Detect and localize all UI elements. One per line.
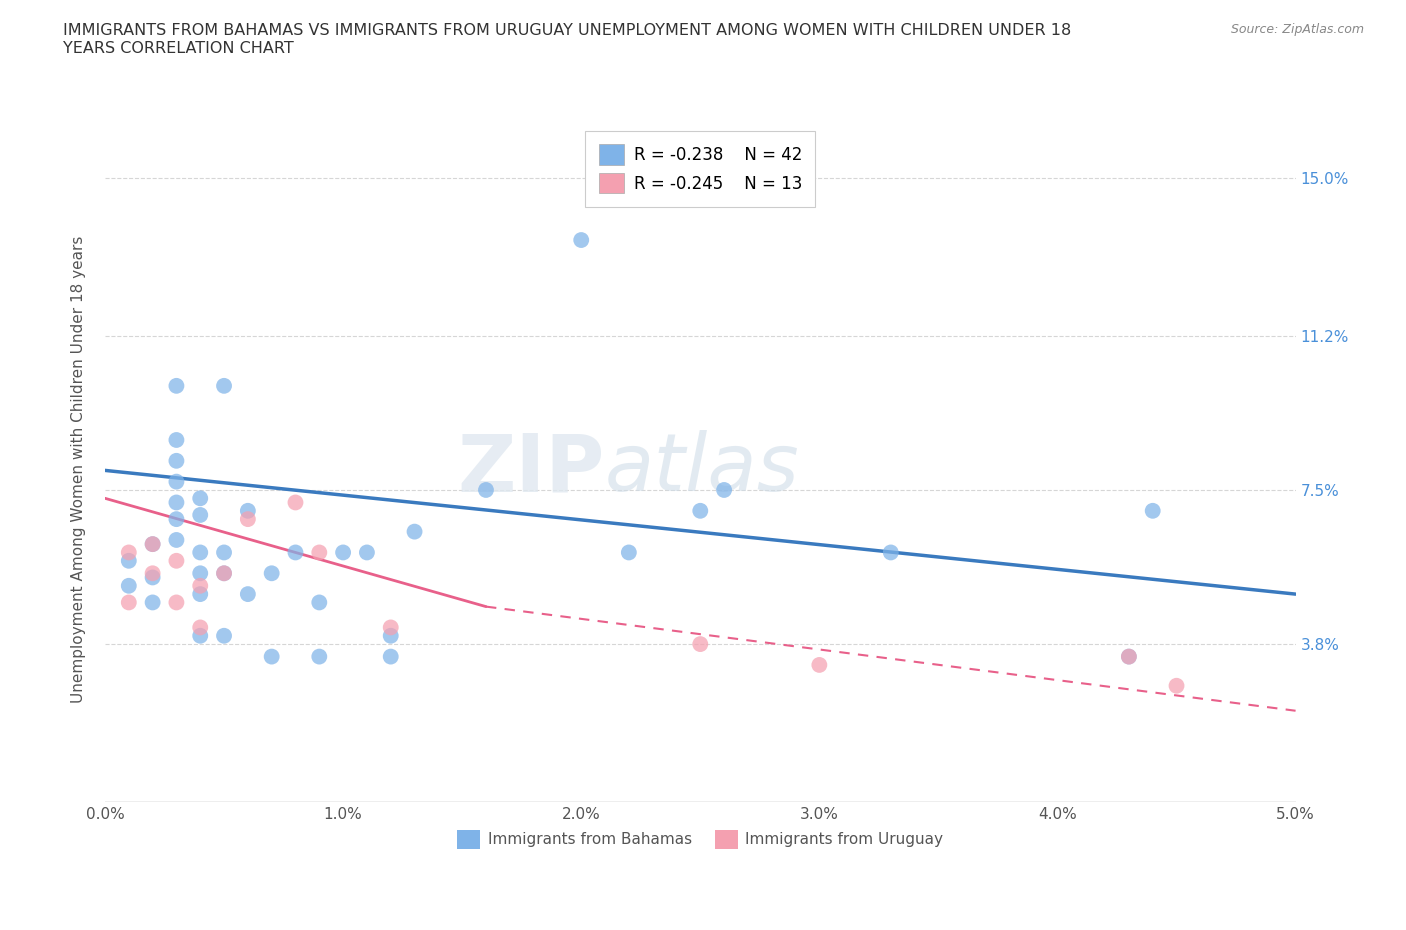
Point — [308, 595, 330, 610]
Point — [617, 545, 640, 560]
Point — [118, 578, 141, 593]
Point — [188, 491, 211, 506]
Point — [1142, 503, 1164, 518]
Point — [284, 545, 307, 560]
Point — [236, 503, 259, 518]
Point — [165, 495, 187, 510]
Point — [188, 587, 211, 602]
Point — [689, 503, 711, 518]
Point — [165, 432, 187, 447]
Point — [165, 533, 187, 548]
Point — [165, 512, 187, 526]
Point — [808, 658, 831, 672]
Point — [308, 545, 330, 560]
Point — [165, 553, 187, 568]
Point — [689, 637, 711, 652]
Point — [188, 629, 211, 644]
Point — [212, 545, 235, 560]
Point — [1118, 649, 1140, 664]
Text: atlas: atlas — [605, 431, 800, 508]
Point — [212, 629, 235, 644]
Y-axis label: Unemployment Among Women with Children Under 18 years: Unemployment Among Women with Children U… — [72, 235, 86, 703]
Point — [118, 545, 141, 560]
Point — [475, 483, 498, 498]
Point — [332, 545, 354, 560]
Text: ZIP: ZIP — [458, 431, 605, 508]
Point — [165, 379, 187, 393]
Point — [236, 512, 259, 526]
Point — [142, 565, 165, 580]
Point — [356, 545, 378, 560]
Point — [284, 495, 307, 510]
Point — [308, 649, 330, 664]
Point — [118, 595, 141, 610]
Point — [142, 570, 165, 585]
Legend: Immigrants from Bahamas, Immigrants from Uruguay: Immigrants from Bahamas, Immigrants from… — [451, 824, 949, 855]
Point — [188, 578, 211, 593]
Point — [260, 565, 283, 580]
Point — [212, 379, 235, 393]
Point — [380, 649, 402, 664]
Point — [260, 649, 283, 664]
Point — [142, 595, 165, 610]
Point — [212, 565, 235, 580]
Point — [236, 587, 259, 602]
Text: IMMIGRANTS FROM BAHAMAS VS IMMIGRANTS FROM URUGUAY UNEMPLOYMENT AMONG WOMEN WITH: IMMIGRANTS FROM BAHAMAS VS IMMIGRANTS FR… — [63, 23, 1071, 56]
Point — [188, 545, 211, 560]
Text: Source: ZipAtlas.com: Source: ZipAtlas.com — [1230, 23, 1364, 36]
Point — [188, 508, 211, 523]
Point — [165, 474, 187, 489]
Point — [188, 565, 211, 580]
Point — [404, 525, 426, 539]
Point — [212, 565, 235, 580]
Point — [165, 595, 187, 610]
Point — [118, 553, 141, 568]
Point — [713, 483, 735, 498]
Point — [380, 620, 402, 635]
Point — [165, 453, 187, 468]
Point — [569, 232, 592, 247]
Point — [188, 620, 211, 635]
Point — [1118, 649, 1140, 664]
Point — [1166, 678, 1188, 693]
Point — [142, 537, 165, 551]
Point — [142, 537, 165, 551]
Point — [880, 545, 903, 560]
Point — [380, 629, 402, 644]
